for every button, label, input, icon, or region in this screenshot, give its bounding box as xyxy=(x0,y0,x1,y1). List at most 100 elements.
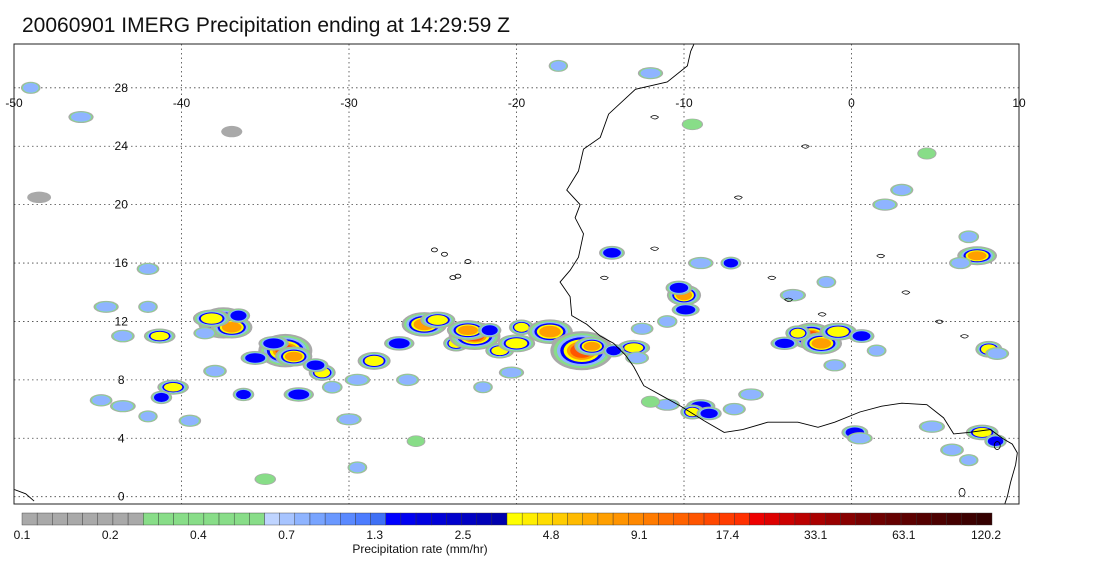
precip-contour xyxy=(475,382,491,392)
precip-contour xyxy=(364,355,384,367)
precip-cell xyxy=(138,300,158,313)
precip-cell xyxy=(918,420,946,433)
colorbar-swatch xyxy=(718,512,735,526)
precip-contour xyxy=(892,185,911,195)
precip-cell xyxy=(722,402,746,416)
precip-cell xyxy=(138,410,158,423)
precip-contour xyxy=(700,408,718,419)
precip-contour xyxy=(221,322,242,333)
precip-contour xyxy=(205,366,225,377)
precip-cell xyxy=(574,336,610,356)
inland-water xyxy=(784,297,793,302)
precip-cell xyxy=(917,147,937,160)
lat-tick-label: 12 xyxy=(115,314,129,328)
colorbar-swatch xyxy=(506,512,523,526)
colorbar-swatch xyxy=(52,512,68,526)
precip-contour xyxy=(849,433,871,444)
colorbar-swatch xyxy=(779,512,796,526)
inland-water xyxy=(600,275,609,280)
colorbar-swatch xyxy=(749,512,765,526)
precip-contour xyxy=(811,338,832,349)
colorbar-tick-label: 0.1 xyxy=(14,528,31,542)
precip-contour xyxy=(349,462,366,473)
graticule xyxy=(14,44,1019,504)
island xyxy=(464,259,472,264)
precip-contour xyxy=(407,436,425,447)
colorbar-swatch xyxy=(233,512,250,526)
precip-cell xyxy=(602,343,625,358)
island xyxy=(958,487,966,497)
precip-cell xyxy=(275,346,313,367)
precip-contour xyxy=(139,264,157,274)
precip-contour xyxy=(790,328,806,338)
colorbar-tick-label: 4.8 xyxy=(543,528,560,542)
precip-contour xyxy=(987,348,1007,359)
precip-cell xyxy=(193,326,217,340)
precip-cell xyxy=(446,320,489,341)
precip-contour xyxy=(676,305,696,315)
precip-contour xyxy=(641,396,660,408)
colorbar-swatch xyxy=(764,512,781,526)
precip-contour xyxy=(255,473,275,485)
precip-contour xyxy=(669,282,689,293)
precip-cell xyxy=(283,387,314,402)
precip-contour xyxy=(603,248,621,258)
precip-cell xyxy=(111,329,135,343)
colorbar-swatch xyxy=(643,512,659,526)
precip-contour xyxy=(951,258,970,268)
colorbar-swatch xyxy=(249,512,265,526)
precip-contour xyxy=(921,421,943,432)
precip-contour xyxy=(180,415,199,426)
precip-contour xyxy=(685,407,700,417)
colorbar-swatch xyxy=(794,512,811,526)
precip-contour xyxy=(659,316,676,327)
colorbar-swatch xyxy=(21,512,38,526)
precip-contour xyxy=(633,323,652,334)
precip-contour xyxy=(263,338,285,349)
colorbar-tick-label: 63.1 xyxy=(892,528,916,542)
precip-contour xyxy=(140,411,156,422)
precip-cell xyxy=(785,325,811,341)
colorbar-swatch xyxy=(612,512,629,526)
precip-cell xyxy=(68,110,94,124)
precip-cell xyxy=(665,280,693,296)
colorbar-swatch xyxy=(961,512,978,526)
colorbar-swatch xyxy=(294,512,311,526)
colorbar-swatches xyxy=(21,512,993,526)
inland-water xyxy=(650,246,659,251)
precip-cell xyxy=(866,344,887,357)
colorbar-swatch xyxy=(279,512,296,526)
precip-contour xyxy=(825,360,844,371)
precip-contour xyxy=(627,352,647,364)
precip-cell xyxy=(473,381,493,394)
precip-contour xyxy=(113,331,133,342)
inland-water xyxy=(767,275,777,280)
precip-cell xyxy=(478,322,502,338)
precip-contour xyxy=(972,427,992,437)
colorbar-tick-label: 0.4 xyxy=(190,528,207,542)
colorbar-swatch xyxy=(673,512,690,526)
lat-tick-label: 8 xyxy=(118,373,125,387)
lon-tick-label: -20 xyxy=(508,96,526,110)
island xyxy=(993,441,1001,450)
precip-cell xyxy=(872,198,898,211)
precip-cell xyxy=(321,380,343,394)
colorbar-tick-label: 33.1 xyxy=(804,528,828,542)
precip-contour xyxy=(782,290,804,301)
precip-contour xyxy=(550,61,567,71)
precip-cell xyxy=(640,395,661,408)
precip-cell xyxy=(819,322,857,341)
precip-cell xyxy=(143,328,176,344)
precip-contour xyxy=(725,404,744,415)
map-frame xyxy=(13,43,1020,505)
colorbar-swatch xyxy=(658,512,674,526)
precip-contour xyxy=(918,148,936,159)
colorbar-swatch xyxy=(385,512,402,526)
precip-contour xyxy=(306,360,325,371)
precip-cell xyxy=(221,125,243,138)
precip-cell xyxy=(240,350,270,365)
precip-cell xyxy=(226,308,251,323)
precip-contour xyxy=(583,341,601,351)
precip-contour xyxy=(481,325,498,336)
precip-cell xyxy=(27,191,52,204)
